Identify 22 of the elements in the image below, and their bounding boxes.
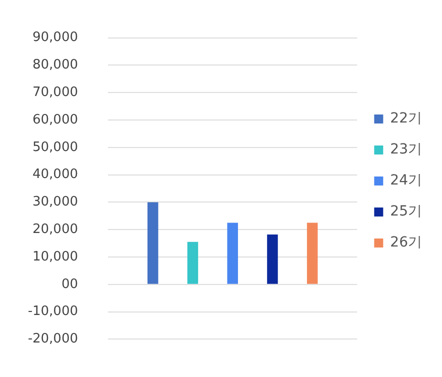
y-tick-label: 10,000 <box>32 249 78 264</box>
y-tick-label: 60,000 <box>32 112 78 128</box>
legend-label: 23기 <box>390 142 422 158</box>
legend-label: 26기 <box>390 234 422 251</box>
bar <box>267 234 278 284</box>
y-tick-label: 80,000 <box>32 58 78 73</box>
y-tick-label: 40,000 <box>32 167 78 182</box>
legend-label: 24기 <box>390 172 422 189</box>
y-tick-label: 30,000 <box>32 194 78 210</box>
legend-label: 22기 <box>390 110 422 127</box>
y-tick-label: 00 <box>61 276 78 292</box>
bar <box>227 222 238 284</box>
legend-label: 25기 <box>390 204 422 220</box>
bar <box>187 242 198 284</box>
y-tick-label: -20,000 <box>28 332 78 347</box>
bar <box>147 202 158 284</box>
y-tick-label: 90,000 <box>32 30 78 46</box>
bar <box>306 222 318 284</box>
y-tick-label: 50,000 <box>32 140 78 155</box>
y-tick-label: -10,000 <box>28 304 78 320</box>
y-tick-label: 70,000 <box>32 84 78 100</box>
y-tick-label: 20,000 <box>32 222 78 237</box>
